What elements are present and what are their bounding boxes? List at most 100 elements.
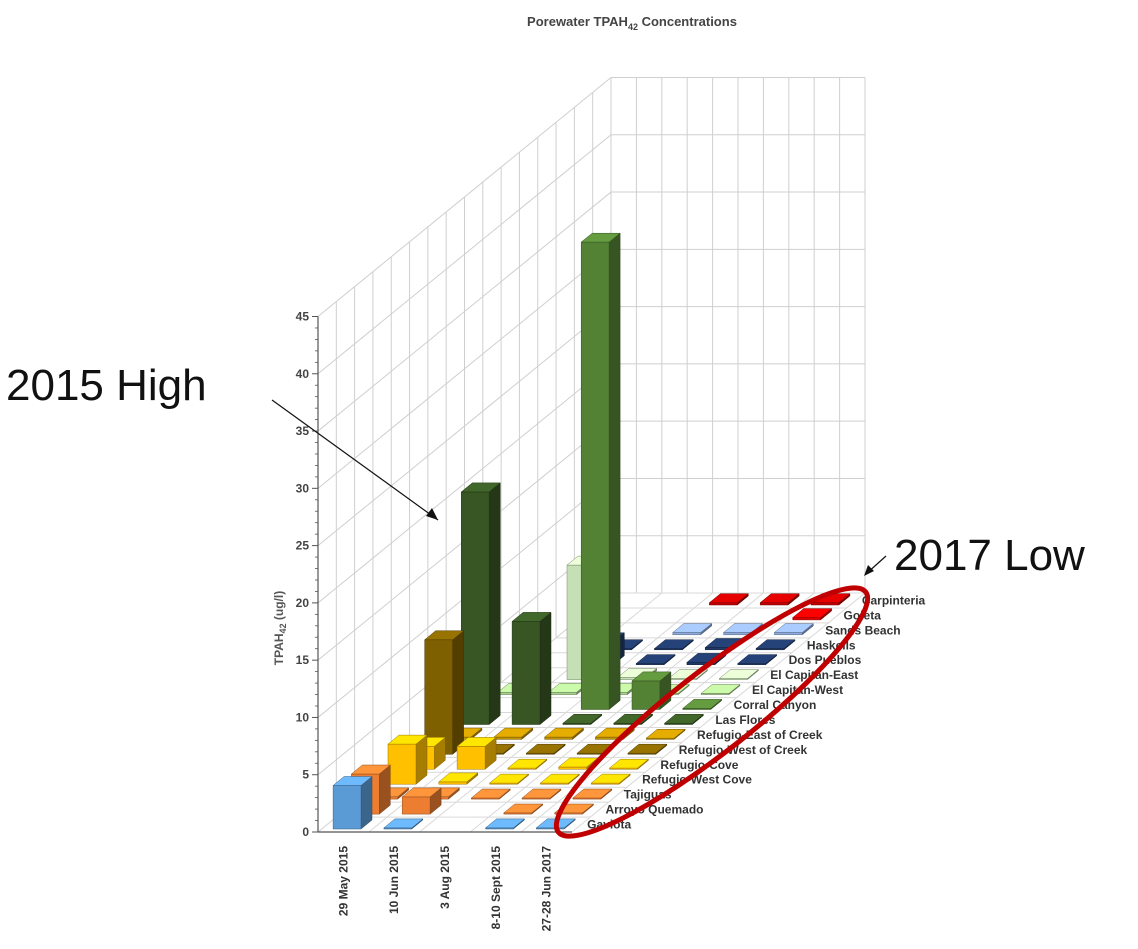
bar-carpinteria-3 <box>759 593 800 606</box>
bar-front-face <box>580 241 610 710</box>
bar-sands-beach-2 <box>672 623 713 636</box>
bar-refugio-west-cove-3 <box>539 773 581 785</box>
bar-top-face <box>539 773 581 784</box>
y-tick-label: 35 <box>296 424 310 438</box>
bar-top-face <box>521 788 562 799</box>
bar-top-face <box>525 743 566 754</box>
x-tick-label: 29 May 2015 <box>336 846 350 916</box>
bar-top-face <box>572 788 613 799</box>
y-tick-label: 25 <box>296 539 310 553</box>
bar-las-flores-1 <box>511 611 552 726</box>
y-tick-label: 5 <box>302 768 309 782</box>
bar-top-face <box>460 482 501 493</box>
bar-top-face <box>387 734 428 745</box>
bar-front-face <box>558 766 587 770</box>
bar-refugio-west-of-creek-4 <box>627 743 668 755</box>
bar-top-face <box>503 803 544 814</box>
bar-front-face <box>548 692 577 695</box>
floor-gridline <box>470 592 764 833</box>
date-labels: 29 May 2015 10 Jun 2015 3 Aug 2015 8-10 Sep… <box>336 846 553 932</box>
y-tick-label: 20 <box>296 596 310 610</box>
bar-arroyo-quemado-3 <box>503 803 544 815</box>
bar-top-face <box>631 671 672 682</box>
highlight-ellipse <box>553 585 871 839</box>
bar-refugio-east-of-creek-4 <box>645 728 686 740</box>
site-label: Refugio-West Cove <box>642 773 752 787</box>
bar-las-flores-4 <box>663 713 705 726</box>
bar-refugio-west-of-creek-2 <box>525 743 566 755</box>
bar-top-face <box>700 684 741 694</box>
bar-refugio-west-cove-0 <box>387 734 428 785</box>
bar-refugio-east-of-creek-2 <box>543 727 585 740</box>
bar-front-face <box>511 621 541 725</box>
bar-top-face <box>736 654 778 664</box>
bar-side-face <box>452 630 464 755</box>
bar-el-capitan-east-4 <box>718 668 759 681</box>
bar-top-face <box>759 593 800 603</box>
bar-front-face <box>493 736 522 740</box>
bar-top-face <box>682 699 723 709</box>
y-axis-label: TPAH42 (ug/l) <box>272 591 288 665</box>
bar-haskells-2 <box>653 639 695 651</box>
bar-top-face <box>424 630 465 641</box>
bar-side-face <box>608 232 621 711</box>
bar-las-flores-0 <box>460 482 501 726</box>
bar-front-face <box>774 632 803 636</box>
bar-haskells-4 <box>755 639 796 651</box>
site-label: Sands Beach <box>825 623 900 637</box>
bar-front-face <box>401 796 431 815</box>
bar-front-face <box>810 602 840 606</box>
bar-top-face <box>653 639 695 649</box>
bar-refugio-east-of-creek-1 <box>493 727 534 740</box>
x-tick-label: 10 Jun 2015 <box>387 846 401 914</box>
site-label: Refugio-East of Creek <box>697 728 823 742</box>
bar-top-face <box>718 669 759 679</box>
bar-top-face <box>332 776 373 786</box>
bar-corral-canyon-4 <box>682 698 723 711</box>
x-tick-label: 27-28 Jun 2017 <box>540 846 554 932</box>
bar-top-face <box>672 623 713 633</box>
bar-top-face <box>708 593 750 603</box>
bar-top-face <box>627 743 668 754</box>
bar-top-face <box>438 772 479 783</box>
y-tick-label: 30 <box>296 481 310 495</box>
chart-title: Porewater TPAH42 Concentrations <box>527 14 737 32</box>
site-label: Arroyo Quemado <box>605 803 703 817</box>
bar-top-face <box>511 612 552 622</box>
annotation-arrow-high <box>271 399 439 521</box>
annotation-2015-high: 2015 High <box>6 361 207 410</box>
bar-corral-canyon-3 <box>631 671 672 711</box>
bar-refugio-cove-2 <box>507 758 548 770</box>
bar-top-face <box>663 714 705 724</box>
bar-side-face <box>539 611 552 726</box>
y-axis: 0 5 10 15 20 25 30 35 40 45 <box>296 310 572 839</box>
y-tick-label: 10 <box>296 710 310 724</box>
bar-front-face <box>461 491 490 725</box>
bar-top-face <box>484 818 526 829</box>
annotation-2017-low: 2017 Low <box>894 531 1085 580</box>
site-label: Corral Canyon <box>734 698 817 712</box>
bar-top-face <box>488 773 530 784</box>
bar-gaviota-0 <box>332 775 373 830</box>
bar-top-face <box>608 758 650 769</box>
bar-gaviota-3 <box>484 818 526 830</box>
bar-top-face <box>580 232 621 243</box>
bar-top-face <box>791 608 833 618</box>
y-tick-label: 0 <box>302 825 309 839</box>
bar-front-face <box>424 639 453 755</box>
bar-gaviota-1 <box>383 818 424 830</box>
bar-front-face <box>709 602 738 606</box>
y-tick-label: 15 <box>296 653 310 667</box>
bar-refugio-cove-1 <box>456 736 497 770</box>
bar-top-face <box>590 773 631 784</box>
bar-front-face <box>544 736 573 740</box>
bar-top-face <box>773 623 815 633</box>
bar-front-face <box>387 743 417 785</box>
bar-top-face <box>470 788 511 799</box>
bar-tajiguas-4 <box>572 788 613 800</box>
bar-arroyo-quemado-1 <box>401 787 442 815</box>
bar-top-face <box>635 654 676 664</box>
annotation-arrowhead-low <box>864 565 874 576</box>
